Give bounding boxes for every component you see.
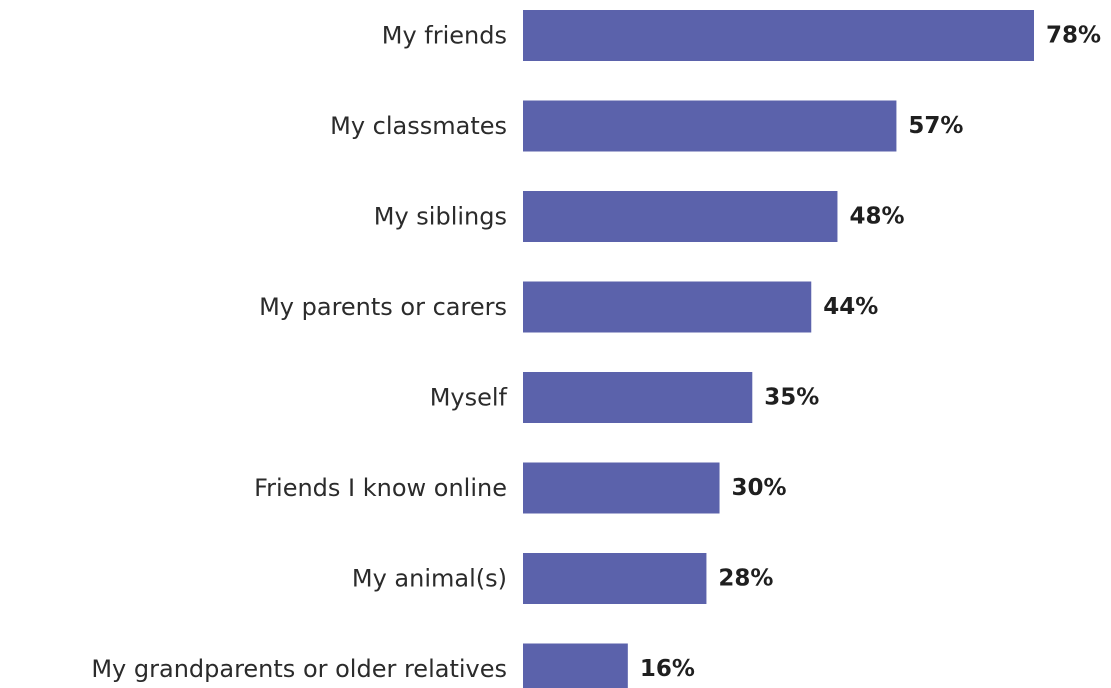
bar — [523, 281, 812, 333]
value-label: 35% — [764, 385, 819, 411]
value-label: 48% — [849, 204, 904, 230]
bars-group: My friends 78% My classmates 57% My siblings… — [91, 10, 1101, 688]
bar — [523, 10, 1034, 61]
value-label: 30% — [732, 475, 787, 501]
category-label: My animal(s) — [352, 565, 507, 593]
bar — [523, 553, 707, 604]
value-label: 16% — [640, 656, 695, 682]
bar — [523, 100, 897, 152]
value-label: 28% — [718, 566, 773, 592]
category-label: My friends — [382, 22, 507, 50]
bar — [523, 372, 753, 423]
bar — [523, 643, 628, 688]
value-label: 57% — [908, 113, 963, 139]
bar — [523, 462, 720, 514]
value-label: 44% — [823, 294, 878, 320]
category-label: My parents or carers — [259, 293, 507, 321]
category-label: My grandparents or older relatives — [91, 655, 507, 683]
bar — [523, 191, 838, 242]
category-label: Friends I know online — [254, 474, 507, 502]
category-label: My siblings — [374, 203, 507, 231]
category-label: My classmates — [330, 112, 507, 140]
value-label: 78% — [1046, 23, 1101, 49]
category-label: Myself — [430, 384, 508, 412]
